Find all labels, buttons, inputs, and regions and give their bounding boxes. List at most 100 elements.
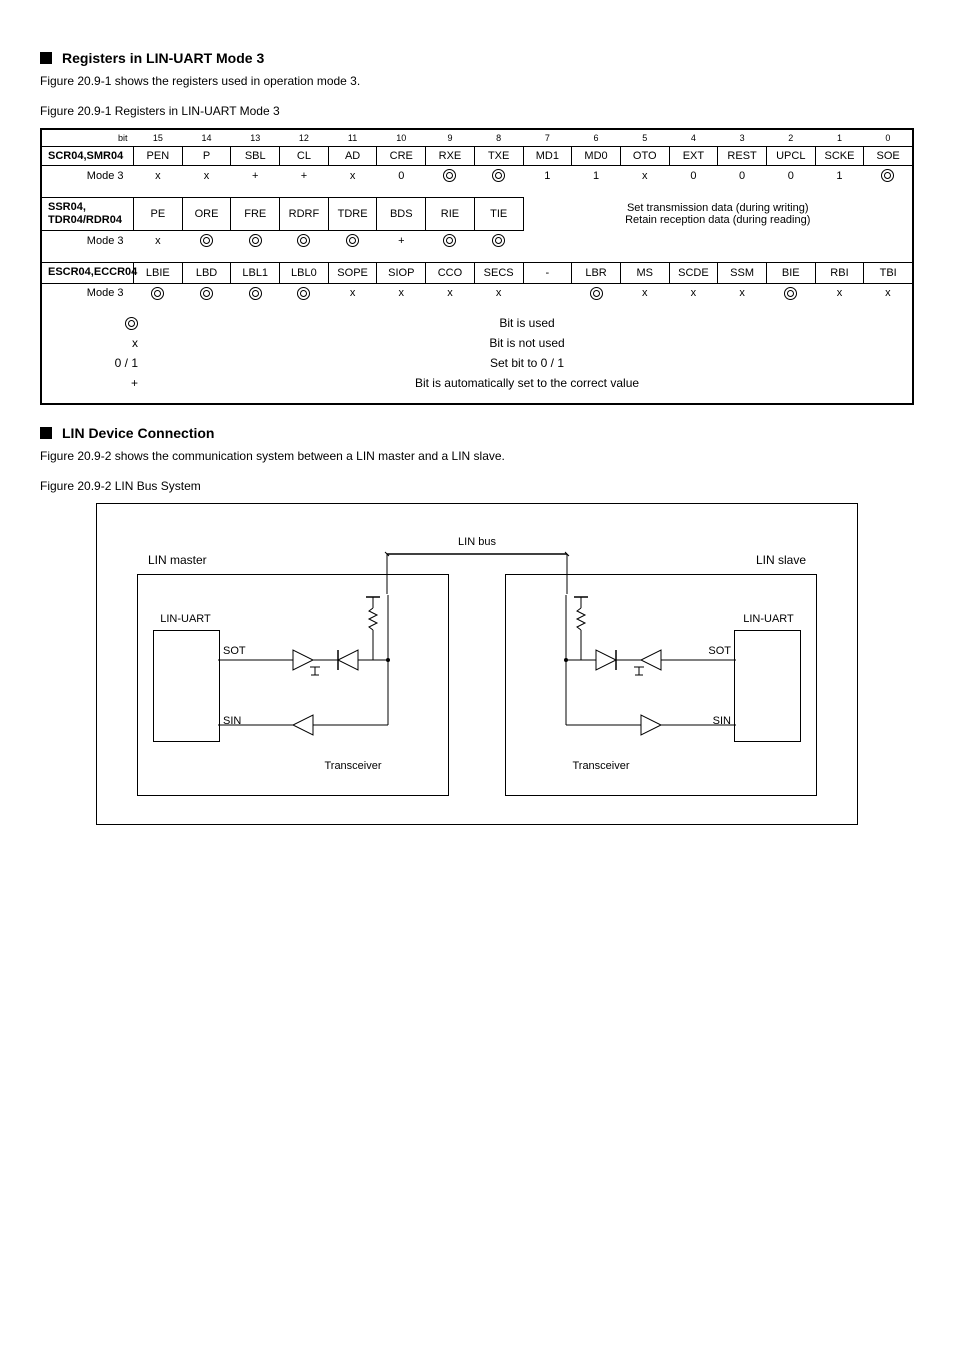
bit-num: 5 <box>620 130 669 147</box>
mode-cell: x <box>134 231 183 251</box>
ring-icon <box>590 287 603 300</box>
mode-cell: x <box>474 283 523 303</box>
reg-row-ssr: SSR04, TDR04/RDR04 PE ORE FRE RDRF TDRE … <box>42 198 913 231</box>
bit-cell: SSM <box>718 263 767 283</box>
bit-num: 7 <box>523 130 572 147</box>
section1-header: Registers in LIN-UART Mode 3 <box>40 50 914 66</box>
bit-cell: BDS <box>377 198 426 231</box>
mode-cell: x <box>620 166 669 186</box>
bit-num: 8 <box>474 130 523 147</box>
bit-cell: TIE <box>474 198 523 231</box>
bit-cell: TDRE <box>328 198 377 231</box>
legend-sym-plus: + <box>114 376 144 390</box>
mode-cell <box>328 231 377 251</box>
bit-cell: REST <box>718 147 767 166</box>
bit-cell: SECS <box>474 263 523 283</box>
bit-num: 11 <box>328 130 377 147</box>
reg-row-escr: ESCR04,ECCR04 LBIE LBD LBL1 LBL0 SOPE SI… <box>42 263 913 283</box>
mode-cell: 0 <box>766 166 815 186</box>
bit-cell: RXE <box>426 147 475 166</box>
bit-num: 10 <box>377 130 426 147</box>
bit-cell: LBIE <box>134 263 183 283</box>
ring-icon <box>297 234 310 247</box>
mode-cell: + <box>377 231 426 251</box>
section-bullet <box>40 427 52 439</box>
lin-diagram: LIN bus LIN master LIN-UART SOT SIN Tran… <box>96 503 858 825</box>
bit-cell: PEN <box>134 147 183 166</box>
bit-cell: MS <box>620 263 669 283</box>
bit-num: 0 <box>864 130 913 147</box>
mode-label: Mode 3 <box>42 166 134 186</box>
bit-cell: RDRF <box>280 198 329 231</box>
bit-cell: P <box>182 147 231 166</box>
mode-cell <box>766 283 815 303</box>
reg-row-scr: SCR04,SMR04 PEN P SBL CL AD CRE RXE TXE … <box>42 147 913 166</box>
bit-cell: SIOP <box>377 263 426 283</box>
mode-cell <box>280 283 329 303</box>
section1-intro: Figure 20.9-1 shows the registers used i… <box>40 74 914 88</box>
bit-num: 13 <box>231 130 280 147</box>
fig2-caption: Figure 20.9-2 LIN Bus System <box>40 479 914 493</box>
bit-cell: MD1 <box>523 147 572 166</box>
bit-num: 4 <box>669 130 718 147</box>
bit-cell: LBR <box>572 263 621 283</box>
bit-num: 15 <box>134 130 183 147</box>
section-bullet <box>40 52 52 64</box>
mode-cell: + <box>280 166 329 186</box>
legend-text: Set bit to 0 / 1 <box>144 356 910 370</box>
mode-row: Mode 3 x + <box>42 231 913 251</box>
bit-num: 3 <box>718 130 767 147</box>
bit-num: 1 <box>815 130 864 147</box>
legend-sym-ring <box>114 316 144 330</box>
bit-cell: ORE <box>182 198 231 231</box>
bit-cell: CL <box>280 147 329 166</box>
section1-title: Registers in LIN-UART Mode 3 <box>62 50 264 66</box>
mode-label: Mode 3 <box>42 231 134 251</box>
mode-cell: 1 <box>815 166 864 186</box>
bit-num: 6 <box>572 130 621 147</box>
mode-cell <box>280 231 329 251</box>
right-note: Set transmission data (during writing) R… <box>523 198 913 231</box>
mode-cell: 1 <box>572 166 621 186</box>
bus-line-icon <box>97 504 857 824</box>
bit-cell: CRE <box>377 147 426 166</box>
bit-cell: RIE <box>426 198 475 231</box>
ring-icon <box>297 287 310 300</box>
mode-cell: x <box>864 283 913 303</box>
reg-name: ESCR04,ECCR04 <box>42 263 134 283</box>
mode-cell: x <box>620 283 669 303</box>
mode-cell <box>182 231 231 251</box>
mode-cell: x <box>718 283 767 303</box>
bit-num: 9 <box>426 130 475 147</box>
mode-cell <box>231 283 280 303</box>
bit-cell: RBI <box>815 263 864 283</box>
mode-row: Mode 3 x x x x x x x x x <box>42 283 913 303</box>
bit-cell: SCKE <box>815 147 864 166</box>
mode-cell <box>864 166 913 186</box>
mode-cell <box>134 283 183 303</box>
mode-label: Mode 3 <box>42 283 134 303</box>
bit-cell: LBL1 <box>231 263 280 283</box>
bit-cell: SOPE <box>328 263 377 283</box>
section2-header: LIN Device Connection <box>40 425 914 441</box>
mode-cell: x <box>182 166 231 186</box>
bit-cell: BIE <box>766 263 815 283</box>
ring-icon <box>125 317 138 330</box>
mode-cell <box>231 231 280 251</box>
mode-cell <box>182 283 231 303</box>
fig1-caption: Figure 20.9-1 Registers in LIN-UART Mode… <box>40 104 914 118</box>
bit-cell: SOE <box>864 147 913 166</box>
ring-icon <box>784 287 797 300</box>
bit-num: 12 <box>280 130 329 147</box>
bit-cell: EXT <box>669 147 718 166</box>
ring-icon <box>249 287 262 300</box>
register-table-box: bit 15 14 13 12 11 10 9 8 7 6 5 4 3 2 1 … <box>40 128 914 405</box>
bit-cell: UPCL <box>766 147 815 166</box>
mode-cell: x <box>669 283 718 303</box>
mode-cell <box>426 231 475 251</box>
ring-icon <box>443 234 456 247</box>
bit-cell: TBI <box>864 263 913 283</box>
bit-cell: - <box>523 263 572 283</box>
mode-cell: 0 <box>669 166 718 186</box>
mode-cell: 0 <box>718 166 767 186</box>
